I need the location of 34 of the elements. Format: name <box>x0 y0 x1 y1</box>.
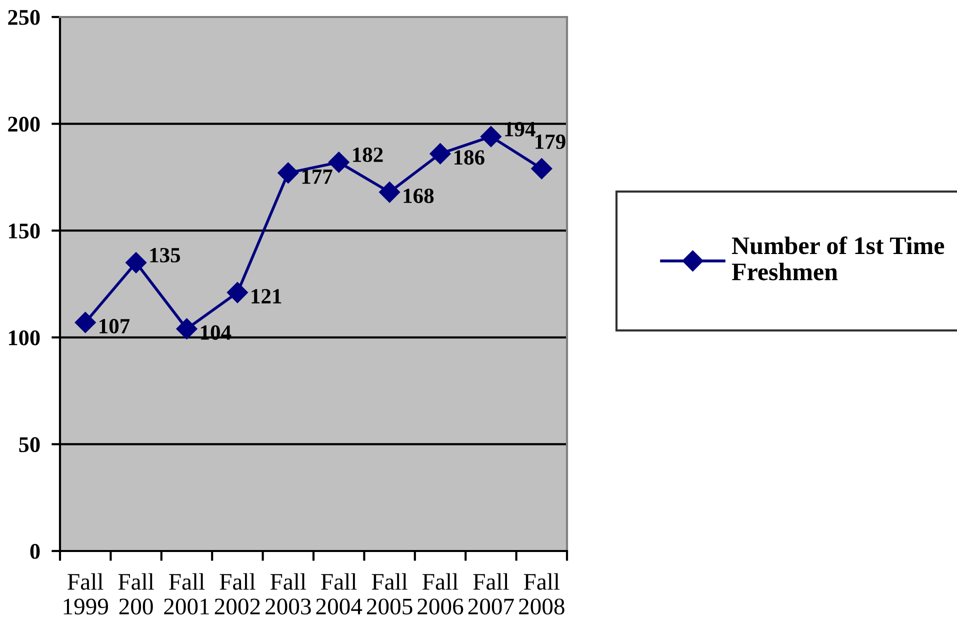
x-tick-label: Fall 2001 <box>164 573 209 615</box>
data-label: 182 <box>353 148 383 162</box>
point <box>176 318 198 340</box>
data-label: 179 <box>536 134 566 150</box>
y-tick-label: 0 <box>30 544 40 559</box>
x-tick-label: Fall 2006 <box>418 573 464 615</box>
point <box>379 182 400 203</box>
x-tick-label: Fall 2004 <box>316 573 362 615</box>
point <box>226 282 248 304</box>
y-tick-label: 50 <box>19 437 40 452</box>
x-tick-label: Fall 2002 <box>214 573 260 615</box>
data-label: 186 <box>454 150 484 165</box>
point <box>430 143 451 164</box>
x-tick-label: Fall 1999 <box>64 573 108 615</box>
data-label: 168 <box>404 188 434 204</box>
data-label: 177 <box>302 169 332 184</box>
y-tick-label: 250 <box>8 10 40 25</box>
x-tick-label: Fall 2007 <box>468 573 514 615</box>
x-tick-label: Fall 2008 <box>519 573 564 615</box>
y-tick-label: 150 <box>9 224 40 239</box>
x-tick-label: Fall 200 <box>118 573 154 615</box>
point <box>74 312 96 333</box>
point <box>480 126 502 148</box>
point <box>278 162 299 184</box>
y-tick-label: 100 <box>9 330 40 346</box>
legend-label: Number of 1st Time Freshmen <box>732 236 944 280</box>
x-tick-label: Fall 2003 <box>266 573 311 615</box>
data-label: 107 <box>100 318 130 334</box>
data-label: 121 <box>252 289 282 304</box>
y-tick-label: 200 <box>8 116 40 132</box>
x-tick-label: Fall 2005 <box>366 573 412 615</box>
point <box>531 158 552 180</box>
point <box>126 252 147 274</box>
data-label: 135 <box>150 248 180 262</box>
